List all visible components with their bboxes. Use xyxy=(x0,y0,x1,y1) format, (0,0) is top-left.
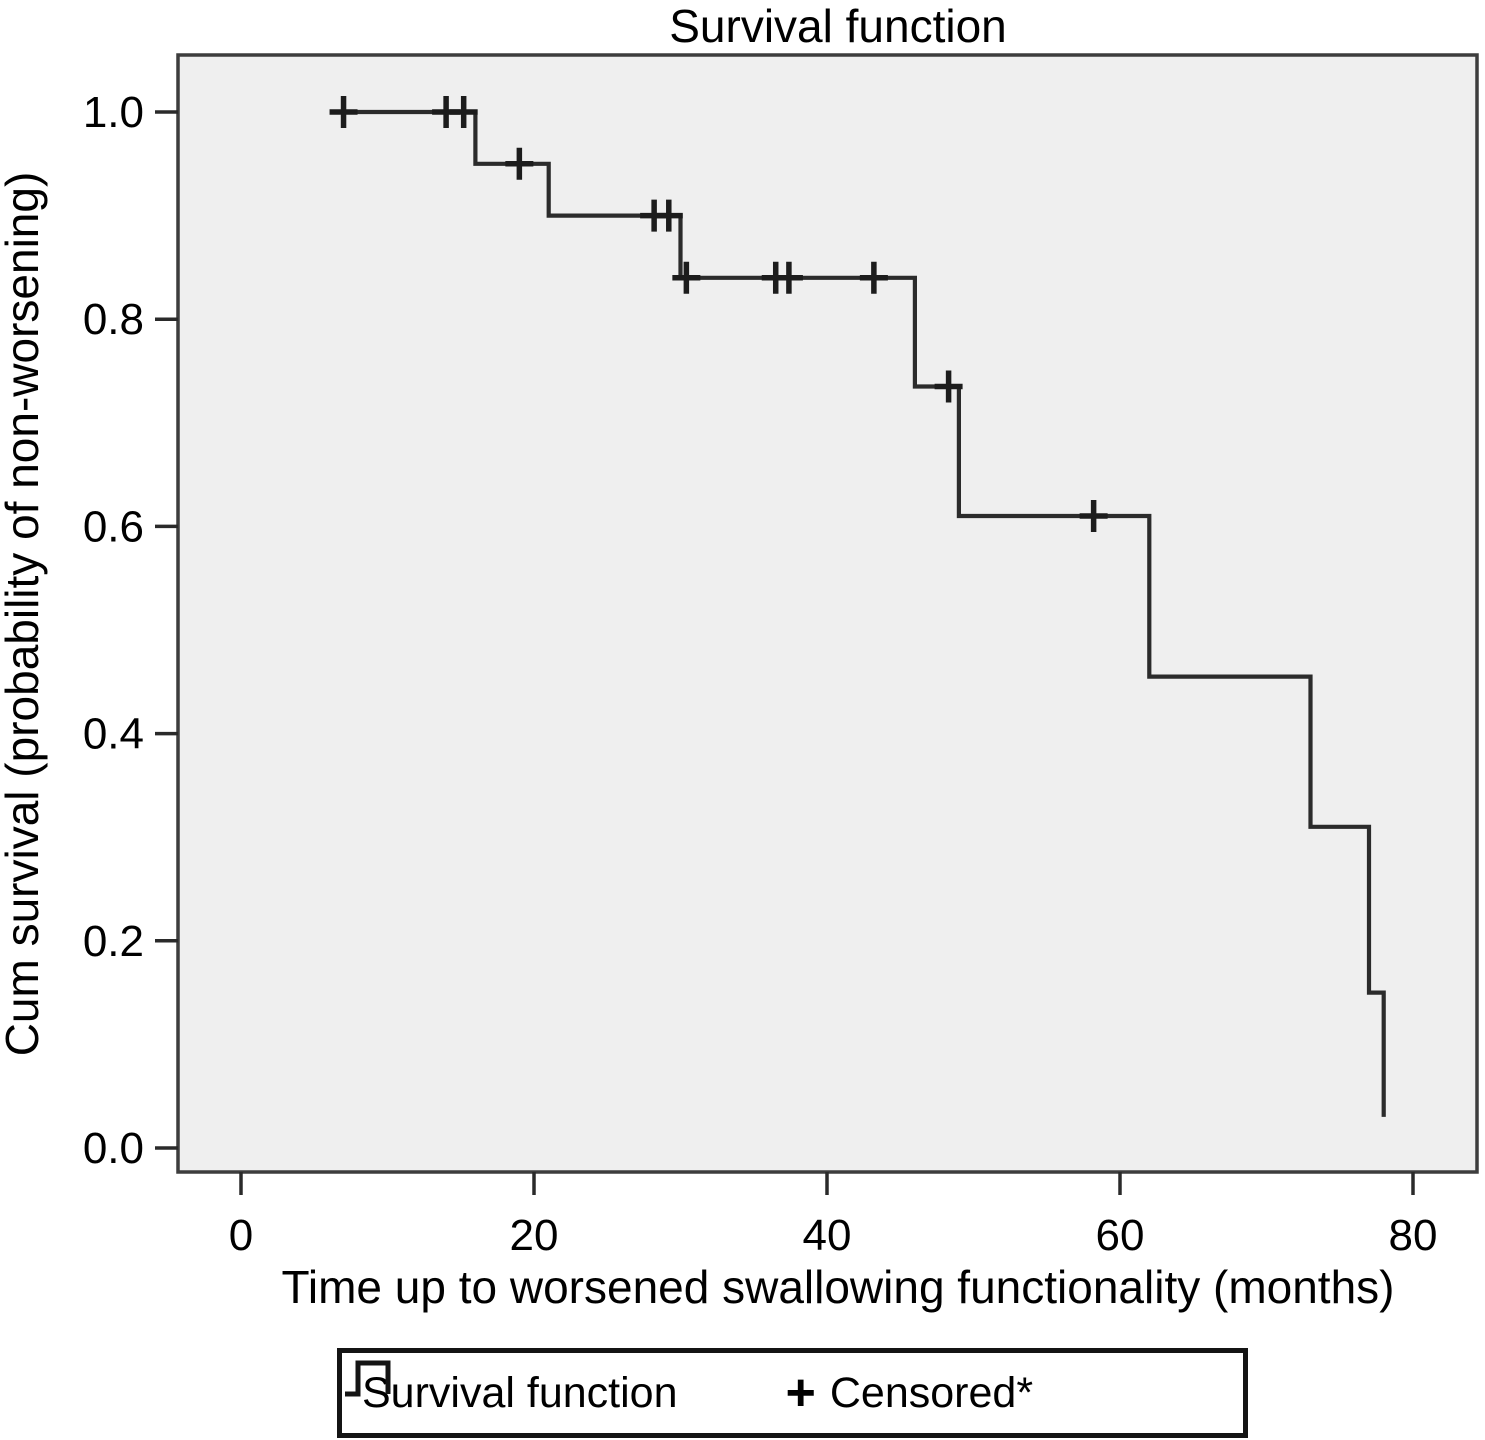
y-tick-label: 0.6 xyxy=(83,502,144,551)
y-tick-label: 0.4 xyxy=(83,710,144,759)
y-axis-title: Cum survival (probability of non-worseni… xyxy=(0,172,48,1057)
censored-mark xyxy=(934,370,963,403)
censored-mark xyxy=(774,261,803,294)
y-tick-label: 0.8 xyxy=(83,295,144,344)
legend-item-censored: + Censored* xyxy=(786,1367,1034,1419)
censored-mark xyxy=(1079,500,1108,533)
censored-plus-icon: + xyxy=(785,1364,816,1422)
x-tick-label: 60 xyxy=(1096,1211,1145,1260)
x-tick-label: 40 xyxy=(803,1211,852,1260)
censored-mark xyxy=(672,261,701,294)
x-tick-label: 20 xyxy=(510,1211,559,1260)
legend-survival-label: Survival function xyxy=(362,1368,678,1417)
y-tick-label: 1.0 xyxy=(83,88,144,137)
x-axis-title: Time up to worsened swallowing functiona… xyxy=(281,1261,1394,1313)
censored-mark xyxy=(505,147,534,180)
x-tick-label: 0 xyxy=(229,1211,253,1260)
censored-mark xyxy=(449,96,478,128)
x-tick-label: 80 xyxy=(1389,1211,1438,1260)
censored-mark xyxy=(329,96,358,128)
y-tick-label: 0.0 xyxy=(83,1124,144,1173)
legend: Survival function + Censored* xyxy=(337,1348,1248,1438)
censored-mark xyxy=(654,199,683,232)
survival-function-step-icon xyxy=(345,1360,391,1397)
plot-area xyxy=(176,53,1479,1174)
chart-title: Survival function xyxy=(669,0,1007,52)
y-tick-label: 0.2 xyxy=(83,917,144,966)
censored-mark xyxy=(859,261,888,294)
legend-censored-label: Censored* xyxy=(829,1368,1034,1417)
legend-item-survival-function: Survival function xyxy=(345,1360,678,1418)
